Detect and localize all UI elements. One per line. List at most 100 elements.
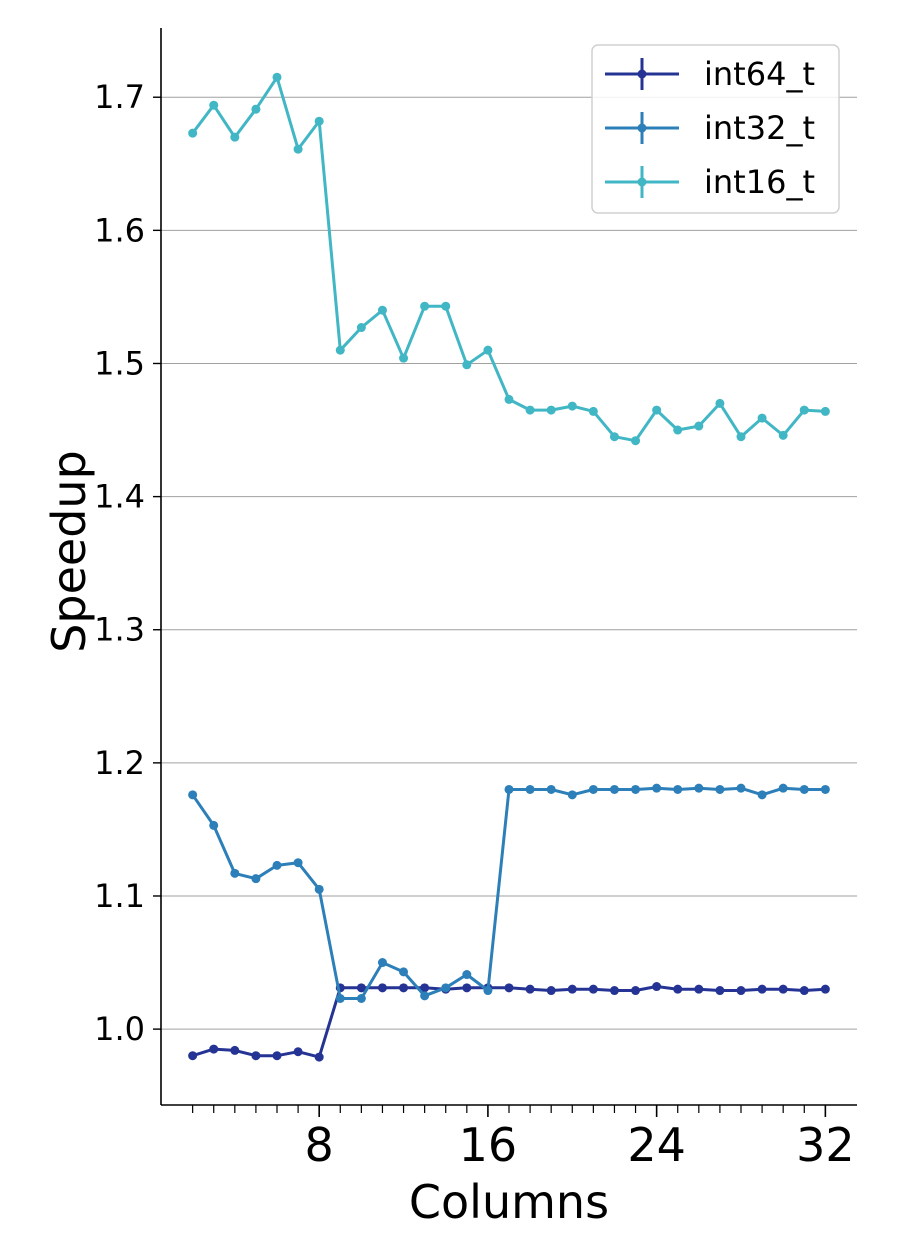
data-point [609, 784, 619, 794]
data-point [462, 970, 472, 980]
x-axis-title: Columns [409, 1175, 609, 1229]
data-point [525, 984, 535, 994]
data-point [673, 425, 683, 435]
data-point [293, 858, 303, 868]
grid-lines [161, 96, 857, 1030]
data-point [314, 1052, 324, 1062]
data-point [609, 432, 619, 442]
data-point [546, 405, 556, 415]
x-tick-label: 32 [796, 1118, 855, 1172]
data-point [420, 991, 430, 1001]
data-point [694, 421, 704, 431]
data-point [694, 984, 704, 994]
legend: int64_t int32_t int16_t [591, 44, 840, 214]
legend-label: int64_t [704, 55, 815, 93]
data-point [356, 993, 366, 1003]
data-point [546, 784, 556, 794]
data-point [652, 783, 662, 793]
data-point [778, 783, 788, 793]
data-point [483, 345, 493, 355]
data-point [293, 144, 303, 154]
y-tick-label: 1.0 [94, 1010, 145, 1048]
data-point [504, 784, 514, 794]
data-point [377, 305, 387, 315]
data-point [483, 986, 493, 996]
x-ticks: 8 16 24 32 [192, 1105, 855, 1172]
data-point [356, 323, 366, 333]
data-point [230, 868, 240, 878]
series-int16_t [188, 72, 830, 446]
data-point [420, 983, 430, 993]
data-point [377, 958, 387, 968]
data-point [757, 984, 767, 994]
data-point [820, 784, 830, 794]
legend-marker [637, 69, 647, 79]
data-point [715, 398, 725, 408]
data-point [356, 983, 366, 993]
data-point [631, 436, 641, 446]
y-tick-label: 1.5 [94, 344, 145, 382]
legend-marker [637, 177, 647, 187]
data-point [820, 984, 830, 994]
data-point [462, 983, 472, 993]
data-point [652, 982, 662, 992]
data-point [525, 784, 535, 794]
data-point [631, 986, 641, 996]
series-line [192, 985, 826, 1059]
legend-item-int16_t: int16_t [605, 163, 815, 201]
data-point [377, 983, 387, 993]
data-point [757, 413, 767, 423]
legend-label: int16_t [704, 163, 815, 201]
data-point [335, 345, 345, 355]
legend-box [591, 44, 840, 214]
data-point [188, 128, 198, 138]
data-point [546, 986, 556, 996]
data-point [567, 984, 577, 994]
data-point [251, 104, 261, 114]
data-point [441, 301, 451, 311]
y-axis-title: Speedup [42, 450, 96, 653]
x-tick-label: 24 [627, 1118, 686, 1172]
data-point [652, 405, 662, 415]
series-layer [188, 72, 830, 1062]
data-point [504, 394, 514, 404]
y-tick-label: 1.6 [94, 211, 145, 249]
data-point [631, 784, 641, 794]
data-point [251, 1051, 261, 1061]
data-point [504, 983, 514, 993]
data-point [272, 1051, 282, 1061]
data-point [715, 986, 725, 996]
data-point [694, 783, 704, 793]
data-point [314, 116, 324, 126]
y-tick-label: 1.7 [94, 78, 145, 116]
data-point [209, 1044, 219, 1054]
data-point [799, 986, 809, 996]
data-point [799, 405, 809, 415]
data-point [778, 430, 788, 440]
data-point [420, 301, 430, 311]
y-tick-label: 1.2 [94, 744, 145, 782]
y-ticks: 1.0 1.1 1.2 1.3 1.4 1.5 1.6 1.7 [94, 78, 161, 1048]
data-point [399, 983, 409, 993]
data-point [609, 986, 619, 996]
series-line [191, 786, 826, 1000]
data-point [335, 993, 345, 1003]
data-point [188, 790, 198, 800]
data-point [251, 874, 261, 884]
data-point [567, 790, 577, 800]
data-point [799, 784, 809, 794]
data-point [525, 405, 535, 415]
data-point [567, 401, 577, 411]
data-point [715, 784, 725, 794]
data-point [736, 432, 746, 442]
data-point [272, 72, 282, 82]
data-point [778, 984, 788, 994]
data-point [820, 406, 830, 416]
series-int32_t [188, 783, 830, 1003]
data-point [399, 967, 409, 977]
data-point [462, 360, 472, 370]
data-point [293, 1047, 303, 1057]
data-point [588, 984, 598, 994]
y-tick-label: 1.4 [94, 478, 145, 516]
